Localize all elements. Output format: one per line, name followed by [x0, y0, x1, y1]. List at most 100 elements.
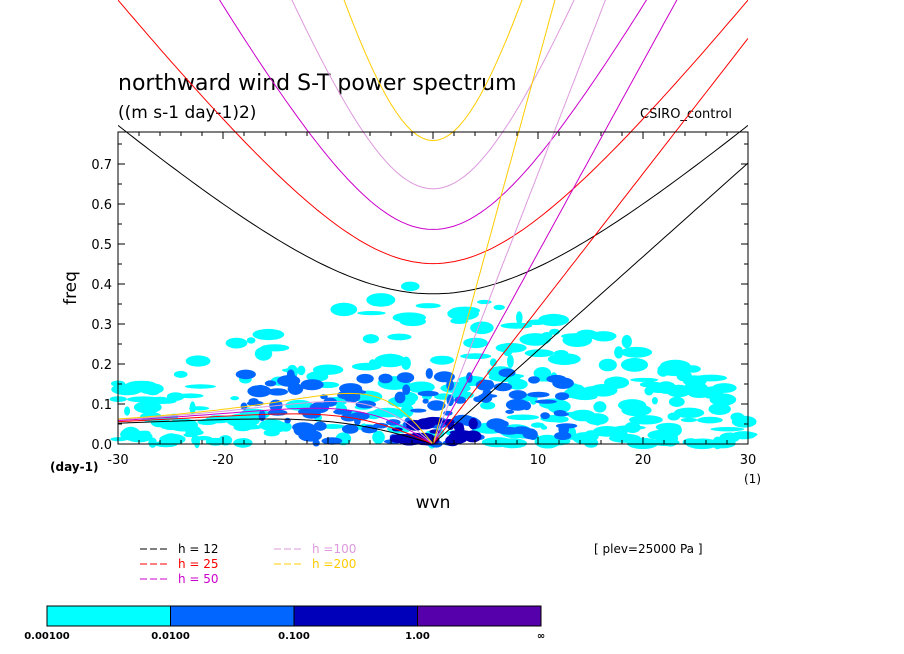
legend-label: h = 12: [178, 542, 219, 556]
contour-blob: [481, 437, 513, 448]
contour-blob: [189, 406, 210, 411]
contour-blob: [534, 434, 561, 449]
contour-blob: [547, 399, 571, 414]
contour-blob: [486, 418, 507, 430]
rossby-curve: [118, 418, 434, 444]
contour-blob: [507, 354, 514, 368]
contour-blob: [366, 293, 396, 307]
contour-blob: [407, 381, 435, 393]
contour-blob: [124, 406, 131, 416]
contour-blob: [500, 322, 533, 329]
contour-blob: [183, 432, 197, 438]
contour-blob: [468, 417, 478, 430]
contour-blob: [297, 365, 306, 376]
contour-blob: [410, 408, 427, 413]
rossby-curve: [118, 401, 434, 444]
contour-blob: [430, 355, 454, 365]
inertia-gravity-curve: [118, 0, 748, 265]
contour-blob: [425, 368, 433, 379]
contour-blob: [387, 333, 412, 341]
contour-blob: [639, 381, 662, 388]
kelvin-curve: [432, 0, 678, 444]
contour-blob: [588, 384, 618, 397]
contour-blob: [680, 417, 698, 423]
contour-blob: [534, 399, 557, 404]
contour-blob: [323, 397, 338, 407]
contour-blob: [373, 422, 389, 429]
contour-blob: [450, 433, 468, 444]
colorbar-label: 0.00100: [24, 631, 70, 642]
contour-blob: [463, 337, 488, 349]
contour-layer: [109, 281, 758, 450]
inertia-gravity-curve: [343, 0, 523, 142]
legend-label: h =100: [312, 542, 356, 556]
inertia-gravity-curve: [219, 0, 648, 230]
contour-blob: [184, 384, 216, 389]
contour-blob: [258, 410, 266, 422]
y-tick-label: 0.1: [91, 398, 112, 413]
contour-blob: [694, 374, 728, 382]
legend-label: h = 50: [178, 572, 219, 586]
contour-blob: [230, 396, 240, 401]
contour-blob: [246, 337, 256, 344]
contour-blob: [522, 401, 532, 411]
contour-blob: [619, 427, 628, 439]
contour-blob: [480, 401, 496, 410]
contour-blob: [674, 407, 705, 418]
contour-blob: [540, 412, 550, 420]
contour-blob: [614, 346, 624, 359]
x-tick-label: 20: [635, 453, 652, 468]
y-tick-label: 0.7: [91, 158, 112, 173]
contour-blob: [467, 431, 474, 440]
contour-blob: [630, 377, 659, 382]
contour-blob: [146, 398, 177, 404]
y-tick-label: 0.2: [91, 358, 112, 373]
contour-blob: [417, 390, 439, 397]
contour-blob: [553, 410, 567, 416]
contour-blob: [500, 386, 507, 391]
contour-blob: [176, 393, 204, 399]
plev-note: [ plev=25000 Pa ]: [594, 542, 703, 556]
contour-blob: [575, 329, 598, 340]
contour-blob: [267, 388, 288, 396]
y-axis-label: freq: [61, 271, 81, 305]
contour-blob: [173, 370, 188, 378]
contour-blob: [670, 397, 682, 406]
contour-blob: [572, 432, 598, 445]
contour-blob: [396, 372, 415, 383]
contour-blob: [473, 396, 485, 403]
contour-blob: [563, 387, 588, 399]
contour-blob: [531, 422, 545, 428]
contour-blob: [313, 421, 327, 431]
contour-blob: [527, 391, 550, 398]
contour-blob: [372, 430, 385, 444]
contour-blob: [506, 414, 540, 421]
contour-blob: [341, 424, 359, 434]
contour-blob: [592, 426, 622, 437]
contour-blob: [392, 312, 426, 323]
rossby-curve: [118, 413, 434, 444]
contour-blob: [298, 429, 323, 442]
contour-blob: [415, 303, 441, 309]
contour-blob: [378, 373, 393, 384]
contour-blob: [683, 381, 708, 395]
x-axis-label: wvn: [416, 493, 451, 513]
contour-blob: [321, 437, 343, 445]
contour-blob: [496, 426, 520, 435]
contour-blob: [312, 439, 320, 447]
contour-blob: [259, 419, 285, 432]
colorbar-label: ∞: [537, 631, 545, 642]
dispersion-curve-layer: [118, 0, 748, 444]
chart-title: northward wind S-T power spectrum: [118, 71, 517, 96]
contour-blob: [667, 412, 681, 421]
contour-blob: [233, 422, 253, 432]
contour-blob: [524, 349, 555, 357]
x-unit-label: (1): [744, 472, 761, 486]
contour-blob: [555, 392, 570, 401]
contour-blob: [185, 355, 211, 367]
contour-blob: [553, 350, 569, 357]
kelvin-curve: [432, 162, 748, 444]
contour-blob: [493, 304, 505, 311]
contour-blob: [401, 281, 420, 292]
